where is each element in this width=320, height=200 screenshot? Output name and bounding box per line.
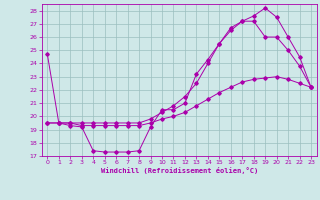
- X-axis label: Windchill (Refroidissement éolien,°C): Windchill (Refroidissement éolien,°C): [100, 167, 258, 174]
